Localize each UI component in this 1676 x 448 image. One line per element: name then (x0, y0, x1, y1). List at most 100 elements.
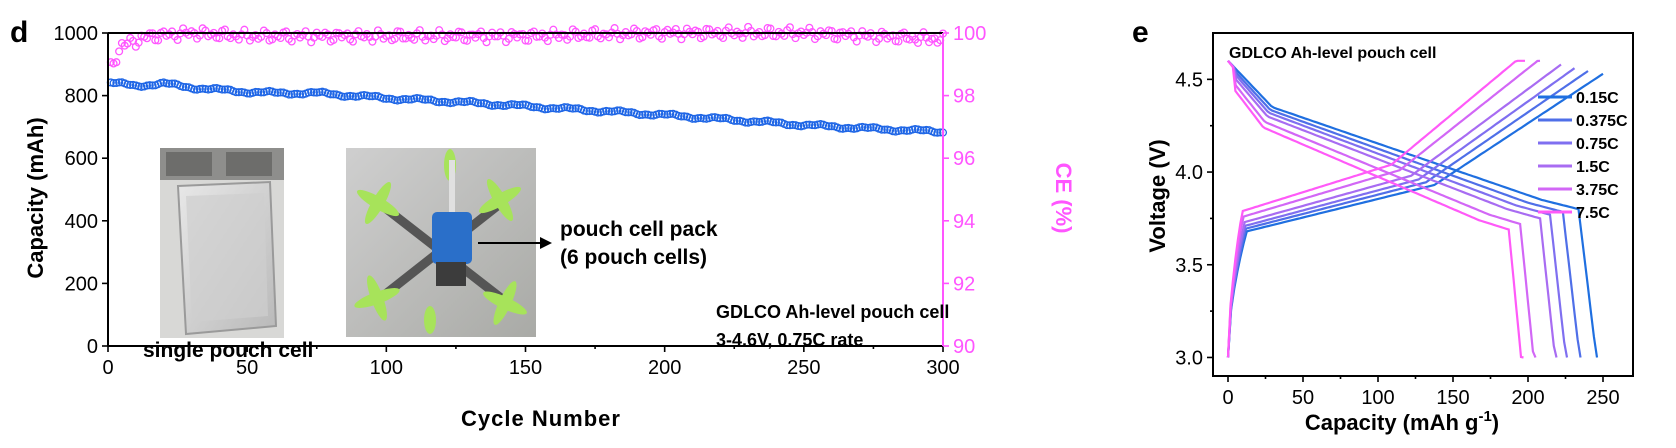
capacity-point (532, 103, 541, 112)
capacity-point (115, 78, 124, 87)
panel-d-xtick-label: 50 (236, 357, 258, 379)
panel-d-y2tick-label: 94 (953, 211, 975, 233)
legend-label-0.375C: 0.375C (1576, 113, 1628, 130)
capacity-point (527, 102, 536, 111)
capacity-point (788, 120, 797, 129)
capacity-point (646, 111, 655, 120)
ce-point (543, 37, 552, 46)
panel-e: e 0 50 100 150 200 250 3.0 3.5 4.0 4.5 GDLCO Ah-l… (1132, 16, 1634, 435)
capacity-point (529, 103, 538, 112)
capacity-point (680, 112, 689, 121)
capacity-point (694, 114, 703, 123)
legend-label-0.15C: 0.15C (1576, 90, 1619, 107)
capacity-series (106, 78, 948, 137)
capacity-point (933, 128, 942, 137)
capacity-point (897, 126, 906, 135)
capacity-point (304, 88, 313, 97)
panel-d-y2tick-label: 90 (953, 336, 975, 358)
capacity-point (368, 92, 377, 101)
panel-e-ytick-label: 4.0 (1175, 162, 1203, 184)
legend-label-0.75C: 0.75C (1576, 136, 1619, 153)
capacity-point (863, 123, 872, 132)
panel-d-ytick-label: 600 (65, 148, 98, 170)
panel-d-ytick-label: 400 (65, 211, 98, 233)
ce-point (571, 27, 580, 36)
ce-point (282, 27, 291, 36)
panel-d-ytick-label: 200 (65, 273, 98, 295)
photo-single-pouch-cell (160, 148, 284, 338)
capacity-point (490, 101, 499, 110)
ce-point (323, 30, 332, 39)
capacity-point (922, 125, 931, 135)
capacity-point (234, 88, 243, 97)
capacity-point (273, 88, 282, 97)
capacity-point (741, 118, 750, 127)
capacity-point (123, 80, 132, 89)
charge-curve-7.5C (1226, 59, 1525, 358)
ce-point (348, 37, 357, 46)
ce-point (760, 31, 769, 40)
capacity-point (385, 94, 394, 103)
capacity-point (251, 87, 260, 97)
capacity-point (404, 95, 413, 104)
capacity-point (877, 125, 886, 134)
ce-series (106, 22, 948, 68)
capacity-point (707, 113, 717, 122)
panel-d-axes: 0 50 100 150 200 250 300 0 200 400 600 800 1000 90 92 9… (54, 23, 987, 379)
capacity-point (398, 95, 408, 104)
panel-e-label: e (1132, 16, 1149, 49)
ce-point (766, 24, 775, 33)
capacity-point (109, 79, 118, 88)
ce-point (154, 36, 163, 45)
capacity-point (148, 81, 157, 90)
ce-point (390, 34, 399, 43)
ce-point (398, 34, 408, 43)
capacity-point (418, 95, 427, 104)
capacity-point (930, 128, 939, 137)
capacity-point (730, 116, 739, 125)
capacity-point (794, 121, 803, 131)
ce-point (894, 37, 903, 46)
capacity-point (201, 85, 210, 94)
capacity-point (432, 97, 441, 106)
capacity-point (218, 85, 227, 94)
panel-d-y2tick-label: 92 (953, 273, 975, 295)
capacity-point (888, 127, 897, 136)
panel-d-y2label: CE (%) (1051, 163, 1076, 234)
capacity-point (315, 88, 324, 97)
capacity-point (167, 79, 177, 88)
capacity-point (560, 103, 569, 112)
discharge-curve-3.75C (1227, 60, 1537, 358)
charge-curve-3.75C (1226, 59, 1541, 358)
panel-e-frame (1212, 32, 1634, 377)
capacity-point (755, 118, 764, 127)
capacity-point (451, 97, 460, 106)
capacity-point (827, 122, 836, 131)
ce-point (719, 33, 728, 43)
ce-point (393, 27, 402, 36)
panel-d-ytick-label: 0 (87, 336, 98, 358)
capacity-point (276, 88, 285, 97)
capacity-point (270, 88, 280, 97)
ce-point (518, 30, 527, 39)
panel-e-ytick-label: 4.5 (1175, 69, 1203, 91)
panel-e-xtick-label: 100 (1361, 387, 1394, 409)
capacity-point (593, 108, 602, 117)
capacity-point (437, 97, 447, 107)
capacity-point (204, 85, 213, 94)
photo2-arrow-head (540, 237, 552, 249)
capacity-point (835, 124, 845, 133)
charge-curve-1.5C (1226, 63, 1562, 358)
capacity-point (638, 110, 647, 119)
capacity-point (190, 85, 199, 94)
panel-d-xtick-label: 0 (102, 357, 113, 379)
capacity-point (732, 116, 742, 125)
ce-point (833, 35, 842, 44)
capacity-point (513, 101, 522, 110)
discharge-curve-0.75C (1227, 60, 1569, 358)
ce-point (134, 38, 143, 47)
capacity-point (899, 126, 909, 135)
panel-d-legend-subtitle: 3-4.6V, 0.75C rate (716, 330, 863, 350)
capacity-point (602, 106, 611, 115)
capacity-point (231, 88, 241, 97)
